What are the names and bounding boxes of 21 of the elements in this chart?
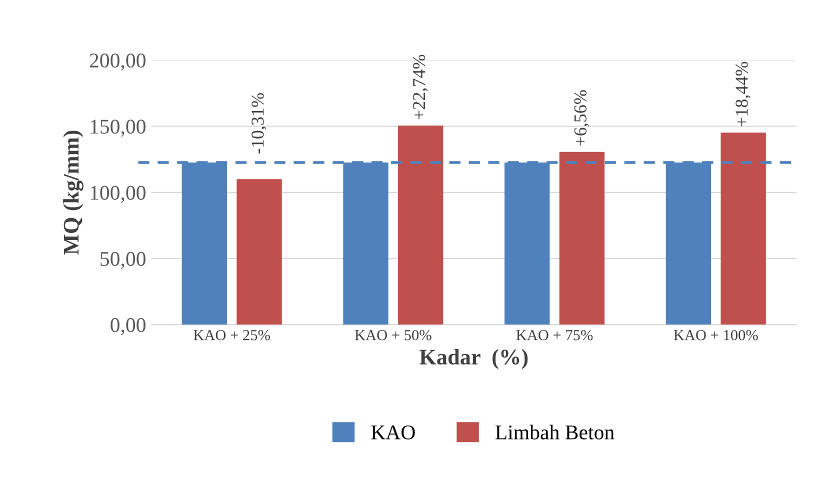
y-axis-title: MQ (kg/mm) [63, 130, 84, 255]
y-tick-label: 100,00 [90, 186, 146, 203]
annotation: +6,56% [574, 90, 590, 146]
y-tick-label: 0,00 [110, 318, 146, 336]
bar [720, 132, 766, 325]
x-axis-title: Kadar (%) [420, 348, 528, 370]
legend-label: KAO [371, 425, 415, 440]
x-tick-label: KAO + 50% [354, 330, 432, 340]
annotation: -10,31% [252, 93, 266, 154]
bar [236, 179, 282, 325]
annotation: +22,74% [412, 54, 428, 120]
y-tick-label: 50,00 [100, 252, 146, 269]
x-tick-label: KAO + 25% [194, 330, 270, 340]
bar [398, 126, 444, 325]
legend-label: Limbah Beton [495, 424, 614, 440]
y-tick-label: 200,00 [90, 54, 146, 71]
bar [559, 152, 605, 325]
annotation: +18,44% [736, 62, 750, 126]
x-tick-label: KAO + 75% [516, 330, 593, 340]
x-tick-label: KAO + 100% [674, 330, 758, 340]
y-tick-label: 150,00 [90, 120, 146, 137]
